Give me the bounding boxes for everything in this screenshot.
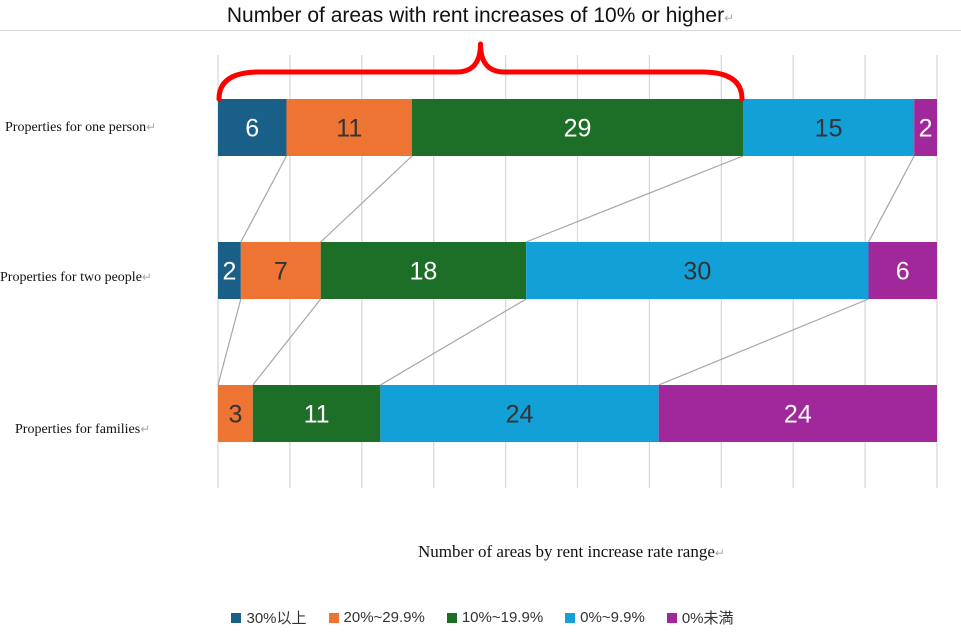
bar-segment-one-person-30-plus xyxy=(218,99,287,156)
connector-line xyxy=(217,298,242,386)
connector-line xyxy=(525,155,744,243)
x-axis-label: Number of areas by rent increase rate ra… xyxy=(418,542,725,561)
connector-line xyxy=(658,298,869,386)
connector-line xyxy=(252,298,322,386)
data-label-families-below-0: 24 xyxy=(784,401,812,429)
legend-label: 10%~19.9% xyxy=(461,609,544,626)
legend-swatch xyxy=(565,612,576,623)
data-label-two-people-0-9: 30 xyxy=(683,258,711,286)
connector-line xyxy=(320,155,413,243)
bar-segment-families-20-29 xyxy=(218,385,253,442)
legend-swatch xyxy=(446,612,457,623)
bar-segment-one-person-10-19 xyxy=(412,99,743,156)
legend-item-0-9: 0%~9.9% xyxy=(565,607,645,628)
bar-segment-two-people-30-plus xyxy=(218,242,241,299)
chart-title: Number of areas with rent increases of 1… xyxy=(226,4,735,27)
data-label-two-people-20-29: 7 xyxy=(274,258,288,286)
bar-segment-families-below-0 xyxy=(658,385,937,442)
bar-segment-one-person-below-0 xyxy=(914,99,937,156)
bar-segment-two-people-0-9 xyxy=(526,242,869,299)
category-label-two-people: Properties for two people↵ xyxy=(0,270,152,285)
legend-item-10-19: 10%~19.9% xyxy=(446,607,544,628)
data-label-families-0-9: 24 xyxy=(506,401,534,429)
legend-label: 30%以上 xyxy=(246,610,307,627)
connector-line xyxy=(240,155,288,243)
category-label-one-person: Properties for one person↵ xyxy=(5,120,157,135)
legend: 30%以上 20%~29.9% 10%~19.9% 0%~9.9% 0%未満 xyxy=(0,607,961,628)
data-label-two-people-below-0: 6 xyxy=(896,258,910,286)
legend-swatch xyxy=(666,612,677,623)
data-label-one-person-0-9: 15 xyxy=(815,115,843,143)
category-label-families: Properties for families↵ xyxy=(15,422,151,437)
bar-segment-two-people-below-0 xyxy=(868,242,937,299)
data-label-one-person-20-29: 11 xyxy=(336,115,362,143)
legend-item-below-0: 0%未満 xyxy=(666,607,734,628)
connector-line xyxy=(867,155,915,243)
bar-segment-families-0-9 xyxy=(380,385,659,442)
connector-line xyxy=(380,298,527,386)
legend-label: 20%~29.9% xyxy=(343,609,425,626)
legend-label: 0%~9.9% xyxy=(580,609,645,626)
annotation-brace xyxy=(216,41,745,102)
legend-item-30-plus: 30%以上 xyxy=(231,607,307,628)
data-label-one-person-below-0: 2 xyxy=(919,115,933,143)
bar-segment-two-people-10-19 xyxy=(320,242,527,299)
legend-label: 0%未満 xyxy=(681,610,734,627)
data-label-two-people-10-19: 18 xyxy=(410,258,438,286)
bar-segment-one-person-0-9 xyxy=(742,99,915,156)
data-label-families-10-19: 11 xyxy=(304,401,330,429)
bar-segment-one-person-20-29 xyxy=(286,99,413,156)
legend-swatch xyxy=(328,612,339,623)
data-label-one-person-10-19: 29 xyxy=(564,115,592,143)
title-divider xyxy=(0,30,961,31)
data-label-one-person-30-plus: 6 xyxy=(245,115,259,143)
bar-segment-families-10-19 xyxy=(252,385,381,442)
bar-segment-two-people-20-29 xyxy=(240,242,321,299)
data-label-families-20-29: 3 xyxy=(228,401,242,429)
legend-swatch xyxy=(231,612,242,623)
data-label-two-people-30-plus: 2 xyxy=(222,258,236,286)
legend-item-20-29: 20%~29.9% xyxy=(328,607,425,628)
